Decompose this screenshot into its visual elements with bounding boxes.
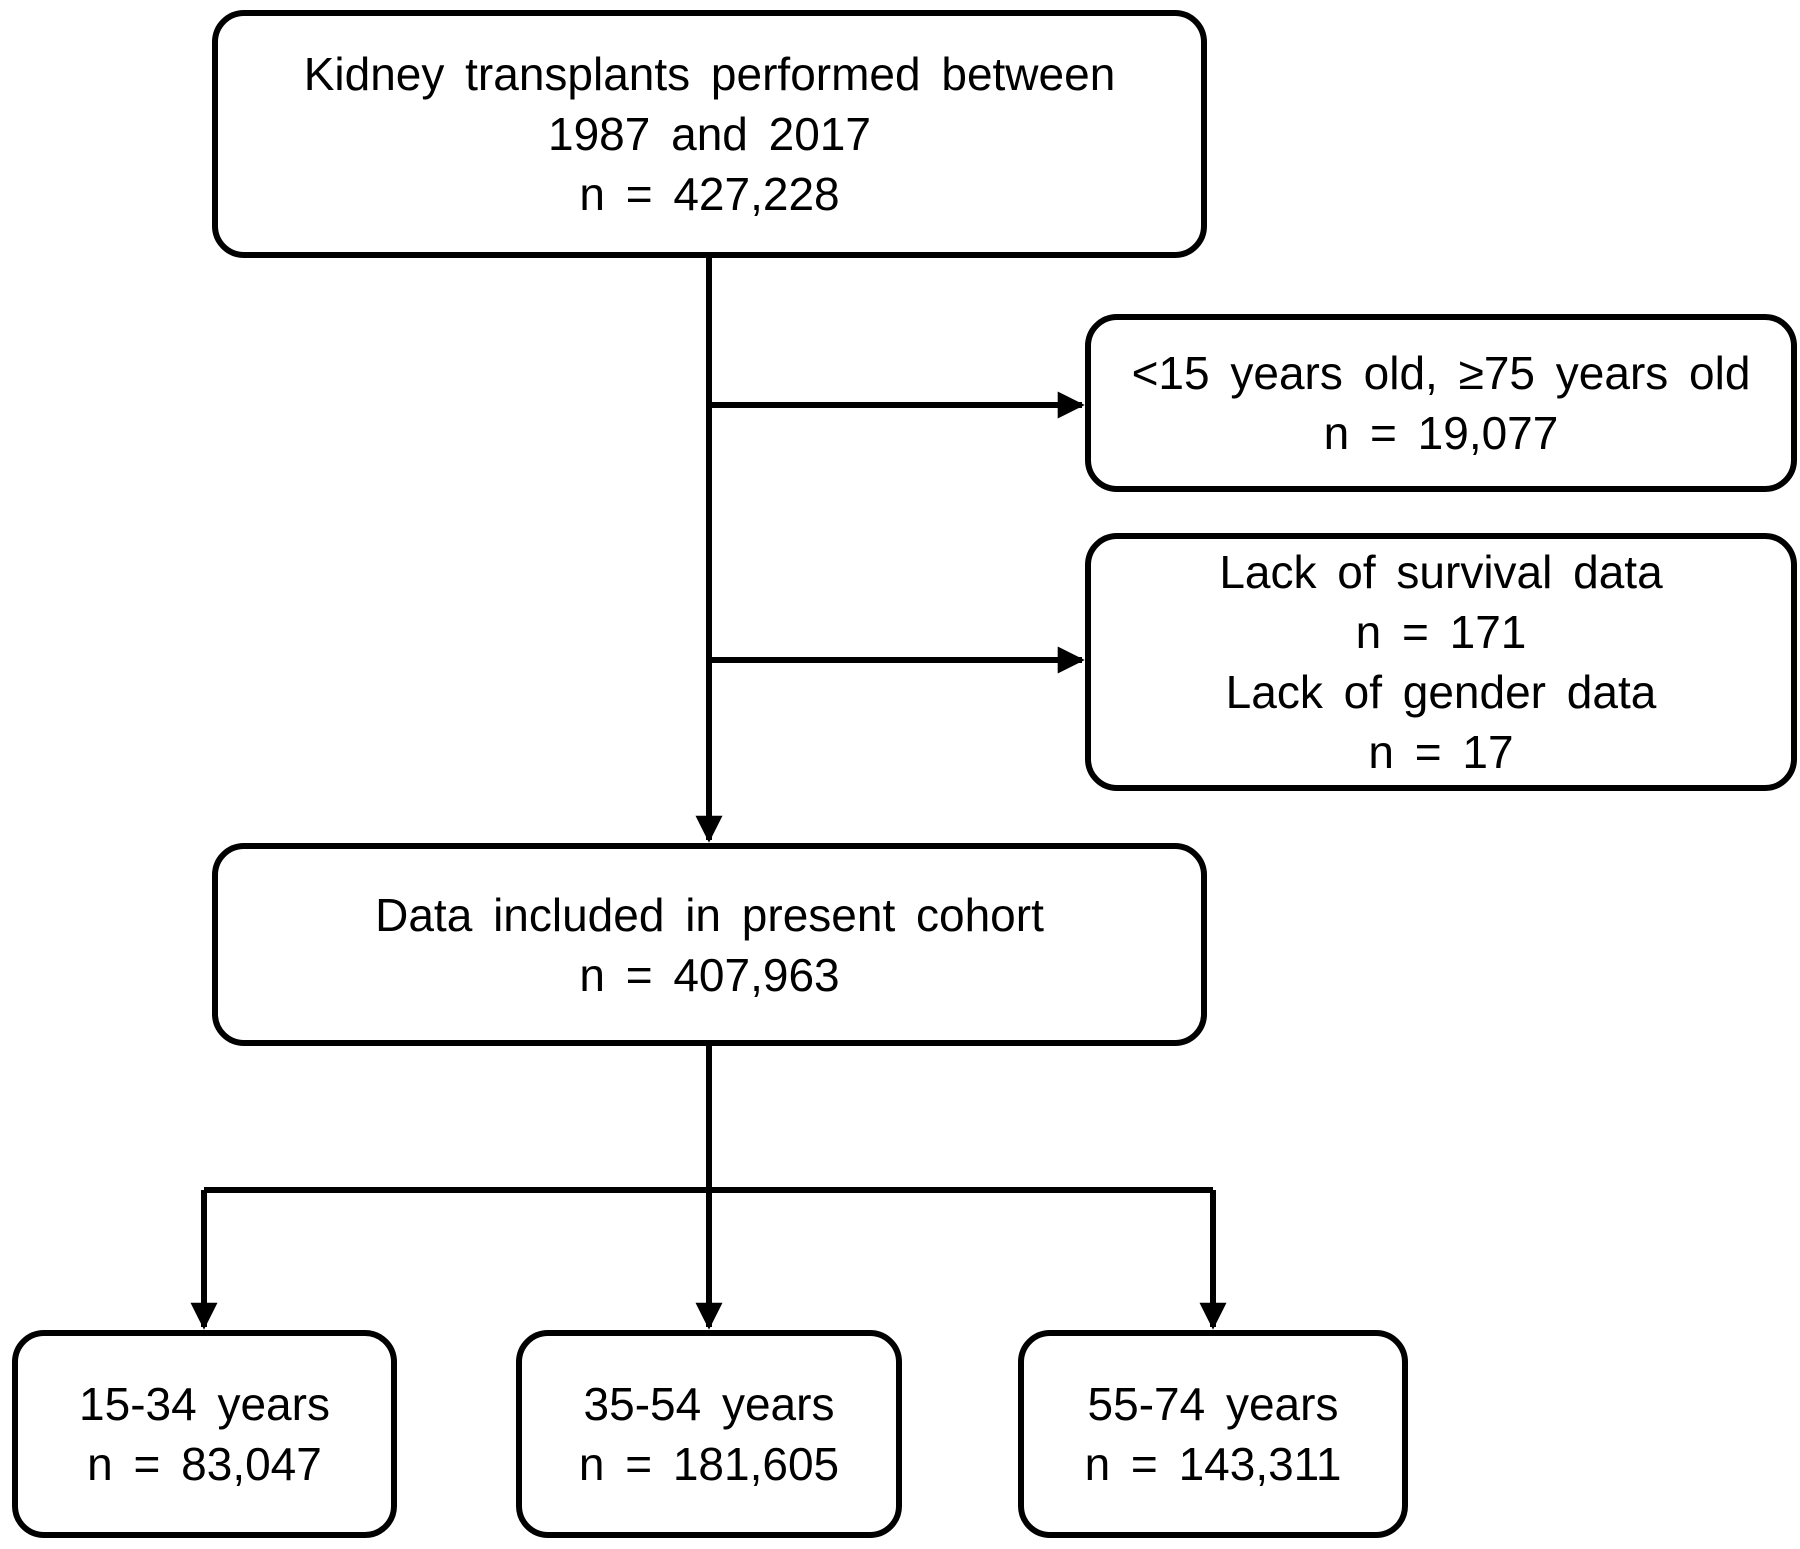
box-line: <15 years old, ≥75 years old xyxy=(1131,347,1751,399)
box-included-cohort: Data included in present cohort n = 407,… xyxy=(212,843,1207,1046)
box-line: n = 17 xyxy=(1368,726,1514,778)
box-exclusion-missing-data: Lack of survival data n = 171 Lack of ge… xyxy=(1085,533,1797,791)
box-line: Data included in present cohort xyxy=(375,888,1044,941)
box-line: Kidney transplants performed between xyxy=(303,48,1116,100)
box-line: Lack of gender data xyxy=(1225,666,1657,718)
box-line: 35-54 years xyxy=(583,1378,835,1430)
box-exclusion-age: <15 years old, ≥75 years old n = 19,077 xyxy=(1085,314,1797,492)
box-group-35-54: 35-54 years n = 181,605 xyxy=(516,1330,902,1538)
box-line: n = 143,311 xyxy=(1084,1438,1342,1490)
box-group-15-34: 15-34 years n = 83,047 xyxy=(12,1330,397,1538)
box-group-55-74: 55-74 years n = 143,311 xyxy=(1018,1330,1408,1538)
box-line: n = 19,077 xyxy=(1323,407,1559,459)
box-line: n = 181,605 xyxy=(578,1438,840,1490)
box-line: 15-34 years xyxy=(79,1378,330,1430)
box-line: Lack of survival data xyxy=(1219,546,1663,598)
box-line: n = 83,047 xyxy=(87,1438,322,1490)
box-line: n = 171 xyxy=(1355,606,1527,658)
box-total-transplants: Kidney transplants performed between 198… xyxy=(212,10,1207,258)
box-line: n = 407,963 xyxy=(579,948,840,1001)
box-line: n = 427,228 xyxy=(579,168,840,220)
box-line: 1987 and 2017 xyxy=(548,108,871,160)
box-line: 55-74 years xyxy=(1087,1378,1339,1430)
